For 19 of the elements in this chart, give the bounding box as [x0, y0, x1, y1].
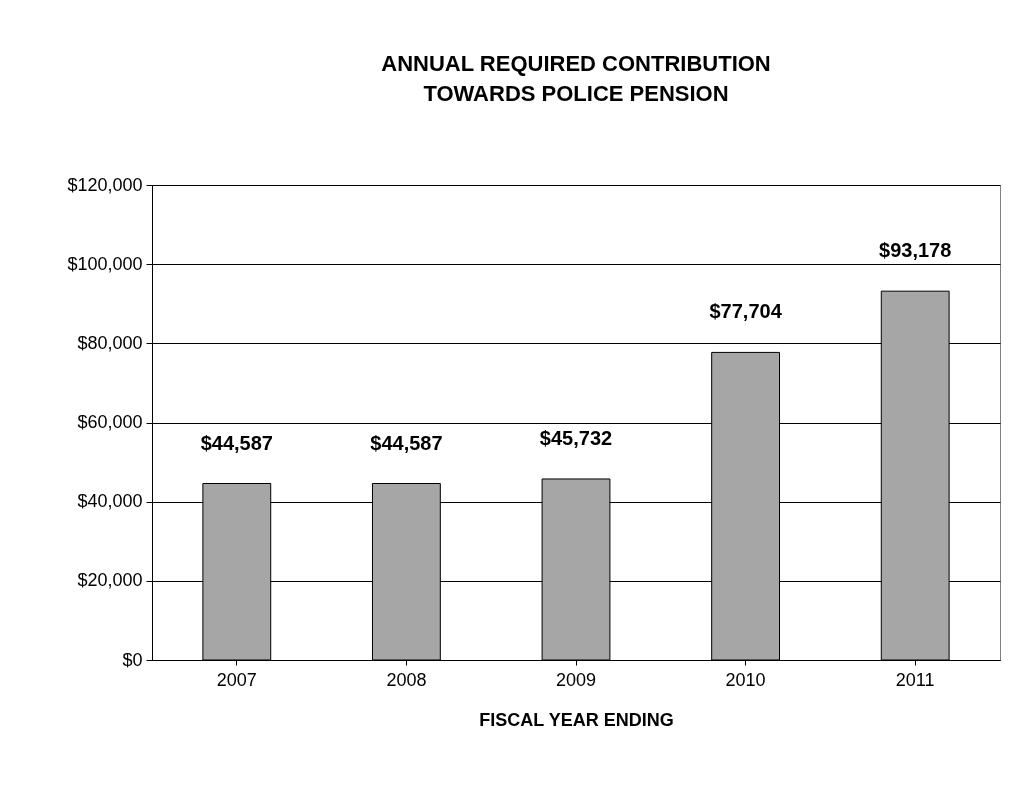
y-tick-label: $100,000 — [67, 253, 143, 274]
y-tick-label: $80,000 — [77, 332, 143, 353]
x-tick-label: 2009 — [555, 669, 597, 690]
y-tick-label: $120,000 — [67, 174, 143, 195]
y-tick-label: $40,000 — [77, 491, 143, 512]
data-label: $45,732 — [539, 426, 613, 449]
x-tick-label: 2008 — [386, 669, 427, 690]
x-tick-label: 2011 — [895, 669, 935, 690]
x-tick-label: 2010 — [725, 669, 766, 690]
data-label: $44,587 — [200, 431, 273, 454]
y-tick-label: $20,000 — [77, 570, 143, 591]
x-tick-label: 2007 — [216, 669, 257, 690]
data-label: $93,178 — [879, 239, 952, 262]
y-tick-label: $0 — [122, 649, 143, 670]
data-label: $44,587 — [370, 431, 443, 454]
chart-title: ANNUAL REQUIRED CONTRIBUTION TOWARDS POLICE PENSION — [381, 51, 771, 106]
x-axis-title: FISCAL YEAR ENDING — [479, 709, 674, 730]
data-label: $77,704 — [709, 300, 783, 323]
y-tick-label: $60,000 — [77, 412, 143, 432]
